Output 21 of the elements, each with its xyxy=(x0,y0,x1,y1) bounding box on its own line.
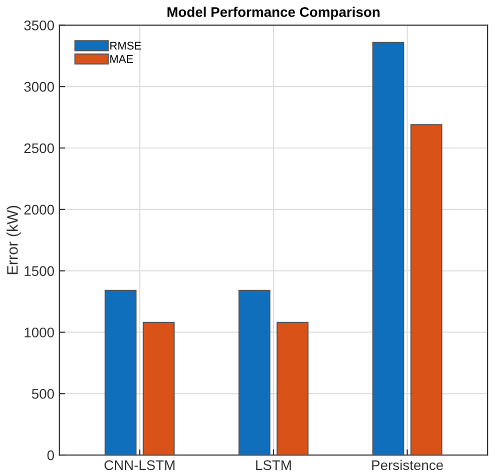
y-tick-label: 0 xyxy=(47,450,54,460)
legend-label: RMSE xyxy=(110,42,142,50)
y-tick-label: 1000 xyxy=(24,328,54,338)
legend-label: MAE xyxy=(110,55,133,63)
bar xyxy=(104,290,137,456)
y-axis-title: Error (kW) xyxy=(6,206,21,274)
bar xyxy=(238,290,270,456)
x-tick-label: CNN-LSTM xyxy=(104,460,174,470)
y-tick-label: 3500 xyxy=(24,20,54,30)
x-tick-label: Persistence xyxy=(372,460,443,470)
bar xyxy=(142,322,175,456)
bar xyxy=(372,42,404,456)
chart-title: Model Performance Comparison xyxy=(168,6,380,20)
y-tick-label: 2000 xyxy=(24,204,54,215)
bar xyxy=(410,124,442,456)
x-tick-label: LSTM xyxy=(256,460,291,470)
y-tick-label: 3000 xyxy=(24,82,54,92)
bar xyxy=(276,322,308,456)
y-tick-label: 2500 xyxy=(24,143,54,154)
y-tick-label: 1500 xyxy=(24,266,54,276)
y-tick-label: 500 xyxy=(32,388,54,399)
